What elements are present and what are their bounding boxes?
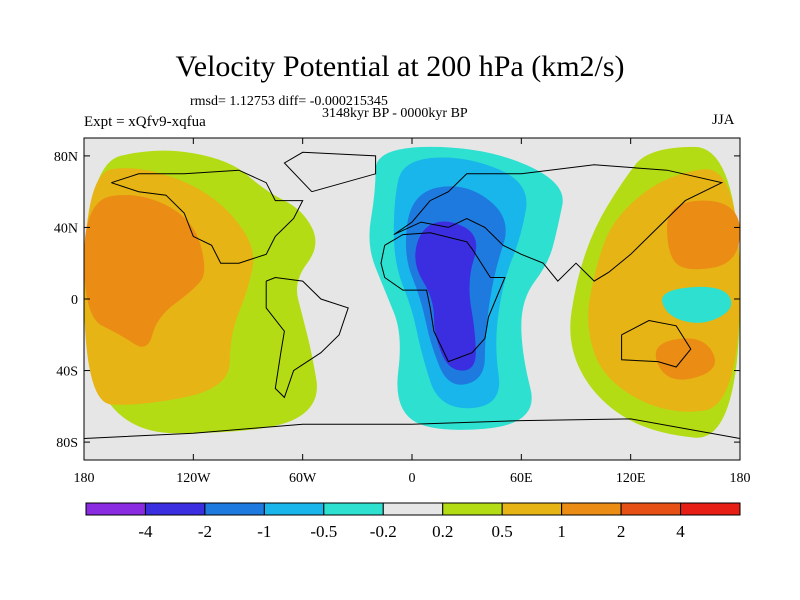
- coastline-5: [283, 151, 377, 193]
- x-tick-label: 120W: [176, 471, 211, 486]
- colorbar-label: 0.2: [432, 522, 453, 541]
- colorbar-swatch-0: [85, 502, 146, 516]
- colorbar-label: 4: [676, 522, 685, 541]
- colorbar-label: -2: [198, 522, 212, 541]
- stats-label: rmsd= 1.12753 diff= -0.000215345: [190, 94, 388, 109]
- coastline-6: [84, 418, 740, 439]
- y-tick-label: 80N: [54, 150, 78, 165]
- coastline-3: [393, 164, 724, 282]
- y-tick-label: 0: [71, 293, 78, 308]
- colorbar-swatch-10: [680, 502, 741, 516]
- colorbar-swatch-6: [442, 502, 503, 516]
- contour-region-africa-min: [415, 221, 477, 371]
- x-tick-label: 0: [409, 471, 416, 486]
- coastline-2: [380, 232, 506, 363]
- colorbar-swatch-4: [323, 502, 384, 516]
- period-label: 3148kyr BP - 0000kyr BP: [322, 106, 468, 121]
- colorbar-label: 1: [557, 522, 566, 541]
- chart-title: Velocity Potential at 200 hPa (km2/s): [175, 50, 625, 83]
- y-tick-label: 40S: [56, 365, 78, 380]
- colorbar-label: 2: [617, 522, 626, 541]
- x-tick-label: 60W: [289, 471, 317, 486]
- contour-region-south-indian-max: [655, 338, 715, 380]
- colorbar-swatch-2: [204, 502, 265, 516]
- x-tick-label: 120E: [616, 471, 646, 486]
- season-label: JJA: [712, 112, 735, 128]
- colorbar-swatch-1: [144, 502, 206, 516]
- colorbar-label: -1: [257, 522, 271, 541]
- contour-region-pacific-max: [84, 195, 205, 347]
- x-tick-label: 180: [730, 471, 751, 486]
- colorbar-swatch-5: [382, 502, 444, 516]
- x-tick-label: 60E: [510, 471, 533, 486]
- y-tick-label: 80S: [56, 436, 78, 451]
- coastline-1: [265, 276, 349, 399]
- contour-region-west-pacific-negative: [662, 286, 732, 323]
- contour-region-indopacific-max: [667, 200, 740, 270]
- colorbar-label: -0.5: [310, 522, 337, 541]
- colorbar-label: -0.2: [370, 522, 397, 541]
- coastline-4: [621, 319, 692, 368]
- colorbar-label: 0.5: [492, 522, 513, 541]
- colorbar-swatch-9: [620, 502, 682, 516]
- colorbar-swatch-3: [263, 502, 325, 516]
- colorbar-swatch-8: [561, 502, 622, 516]
- experiment-label: Expt = xQfv9-xqfua: [84, 114, 206, 130]
- y-tick-label: 40N: [54, 221, 78, 236]
- coastline-0: [111, 169, 304, 264]
- colorbar-label: -4: [138, 522, 153, 541]
- colorbar-swatch-7: [501, 502, 563, 516]
- x-tick-label: 180: [74, 471, 95, 486]
